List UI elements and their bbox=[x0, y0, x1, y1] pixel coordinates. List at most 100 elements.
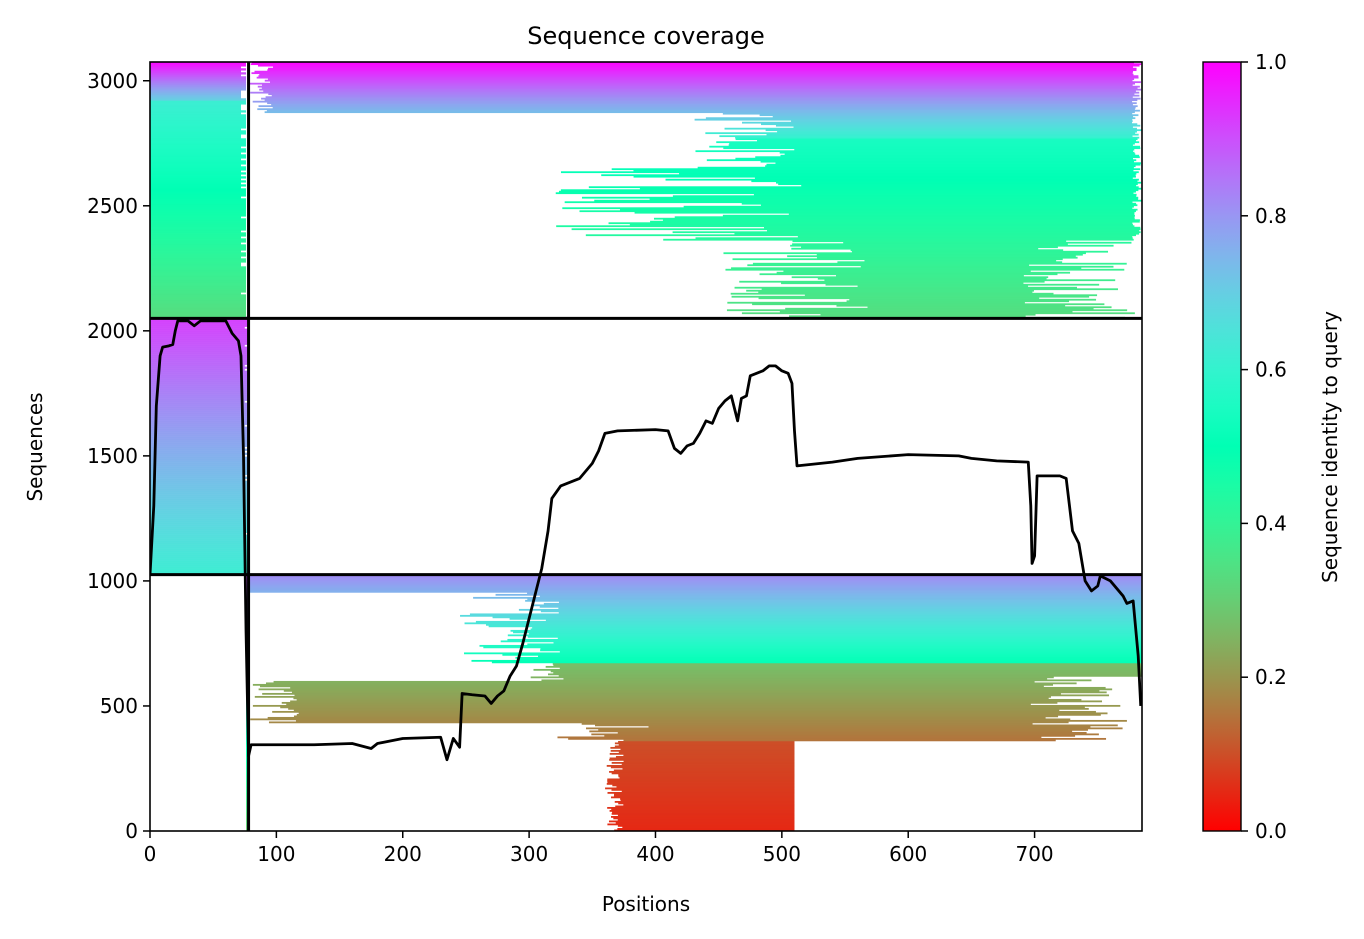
coverage-row bbox=[614, 800, 795, 803]
coverage-row bbox=[607, 806, 795, 809]
coverage-row bbox=[150, 404, 249, 407]
y-tick-label: 0 bbox=[125, 819, 138, 843]
coverage-row bbox=[604, 734, 1076, 737]
y-tick-label: 2500 bbox=[87, 194, 138, 218]
coverage-row bbox=[150, 268, 247, 271]
coverage-row bbox=[150, 148, 247, 151]
coverage-row bbox=[735, 157, 1134, 160]
coverage-row bbox=[525, 599, 1142, 602]
coverage-row bbox=[609, 757, 795, 760]
coverage-row bbox=[150, 208, 247, 211]
coverage-row bbox=[261, 97, 1141, 100]
coverage-row bbox=[837, 261, 1063, 264]
coverage-row bbox=[150, 78, 247, 81]
coverage-row bbox=[775, 124, 1141, 127]
coverage-row bbox=[767, 229, 1140, 232]
coverage-row bbox=[250, 63, 1142, 66]
coverage-row bbox=[150, 76, 247, 79]
coverage-row bbox=[150, 180, 247, 183]
coverage-row bbox=[150, 202, 247, 205]
coverage-row bbox=[264, 79, 1133, 82]
coverage-row bbox=[150, 482, 249, 485]
coverage-row bbox=[616, 785, 795, 788]
coverage-row bbox=[751, 180, 1138, 183]
coverage-row bbox=[619, 776, 795, 779]
coverage-row bbox=[150, 448, 249, 451]
coverage-row bbox=[150, 286, 247, 289]
coverage-row bbox=[753, 193, 1137, 196]
coverage-row bbox=[532, 626, 1142, 629]
coverage-row bbox=[532, 604, 1142, 607]
coverage-row bbox=[607, 791, 795, 794]
coverage-row bbox=[776, 181, 1142, 184]
coverage-row bbox=[613, 794, 795, 797]
coverage-line bbox=[150, 319, 1142, 762]
coverage-row bbox=[553, 671, 1142, 674]
coverage-row bbox=[248, 584, 1142, 587]
coverage-row bbox=[150, 92, 241, 95]
coverage-row bbox=[254, 695, 1051, 698]
coverage-row bbox=[150, 324, 249, 327]
coverage-row bbox=[150, 354, 249, 357]
y-tick-label: 1500 bbox=[87, 444, 138, 468]
coverage-row bbox=[258, 105, 1138, 108]
coverage-row bbox=[150, 122, 247, 125]
coverage-row bbox=[150, 130, 247, 133]
coverage-row bbox=[150, 464, 249, 467]
coverage-row bbox=[271, 94, 1140, 97]
coverage-row bbox=[288, 707, 1089, 710]
coverage-row bbox=[724, 127, 1137, 130]
coverage-row bbox=[794, 148, 1135, 151]
coverage-row bbox=[475, 620, 1142, 623]
coverage-row bbox=[150, 524, 249, 527]
coverage-row bbox=[150, 192, 247, 195]
coverage-row bbox=[150, 410, 249, 413]
coverage-row bbox=[607, 779, 795, 782]
coverage-row bbox=[150, 332, 249, 335]
coverage-row bbox=[261, 87, 1138, 90]
coverage-row bbox=[469, 613, 1142, 616]
coverage-row bbox=[150, 340, 249, 343]
coverage-row bbox=[804, 294, 1098, 297]
coverage-row bbox=[258, 688, 1113, 691]
coverage-row bbox=[150, 374, 249, 377]
coverage-row bbox=[150, 96, 241, 99]
x-tick-label: 300 bbox=[510, 842, 548, 866]
coverage-row bbox=[731, 295, 1090, 298]
heatmap-area bbox=[150, 62, 1142, 831]
coverage-row bbox=[150, 406, 249, 409]
coverage-row bbox=[150, 112, 241, 115]
coverage-row bbox=[150, 256, 241, 259]
coverage-row bbox=[150, 62, 247, 65]
coverage-row bbox=[725, 268, 1125, 271]
coverage-row bbox=[760, 123, 1138, 126]
coverage-row bbox=[553, 641, 1142, 644]
coverage-row bbox=[781, 282, 1024, 285]
coverage-row bbox=[267, 69, 1137, 72]
coverage-row bbox=[150, 240, 247, 243]
coverage-row bbox=[609, 770, 795, 773]
coverage-row bbox=[150, 120, 247, 123]
coverage-row bbox=[539, 595, 1142, 598]
coverage-row bbox=[558, 601, 1142, 604]
coverage-row bbox=[623, 739, 1056, 742]
coverage-row bbox=[252, 704, 1121, 707]
coverage-row bbox=[581, 722, 1033, 725]
coverage-row bbox=[556, 225, 1135, 228]
coverage-row bbox=[851, 250, 1109, 253]
coverage-row bbox=[150, 472, 249, 475]
coverage-row bbox=[150, 366, 249, 369]
coverage-row bbox=[252, 683, 1054, 686]
coverage-row bbox=[611, 816, 795, 818]
coverage-row bbox=[611, 788, 795, 791]
coverage-row bbox=[150, 68, 247, 71]
coverage-row bbox=[607, 781, 795, 784]
coverage-row bbox=[150, 486, 249, 489]
coverage-row bbox=[150, 420, 249, 423]
coverage-row bbox=[256, 76, 1139, 79]
coverage-row bbox=[150, 398, 249, 401]
coverage-row bbox=[613, 769, 795, 772]
coverage-row bbox=[150, 536, 249, 539]
coverage-row bbox=[548, 673, 1142, 676]
coverage-row bbox=[759, 273, 1058, 276]
